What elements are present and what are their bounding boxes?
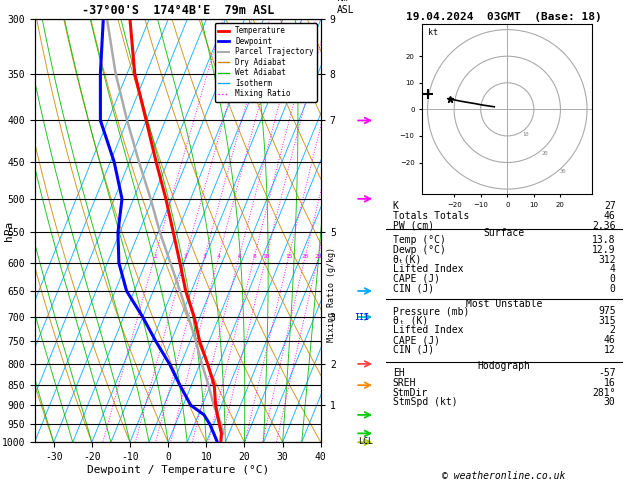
Text: 46: 46 — [604, 211, 616, 221]
Text: Most Unstable: Most Unstable — [466, 299, 542, 309]
Text: Totals Totals: Totals Totals — [392, 211, 469, 221]
Text: 13.8: 13.8 — [592, 235, 616, 245]
Text: 19.04.2024  03GMT  (Base: 18): 19.04.2024 03GMT (Base: 18) — [406, 12, 602, 22]
Text: 315: 315 — [598, 316, 616, 326]
Text: 20: 20 — [541, 151, 548, 156]
Text: 10: 10 — [262, 255, 270, 260]
Text: km
ASL: km ASL — [337, 0, 354, 15]
Text: kt: kt — [428, 28, 438, 37]
Text: 16: 16 — [604, 378, 616, 388]
Text: 1: 1 — [153, 255, 157, 260]
Text: 20: 20 — [301, 255, 309, 260]
Text: 3: 3 — [203, 255, 206, 260]
Text: 4: 4 — [217, 255, 221, 260]
Text: 2: 2 — [610, 326, 616, 335]
X-axis label: Dewpoint / Temperature (°C): Dewpoint / Temperature (°C) — [87, 465, 269, 475]
Text: CIN (J): CIN (J) — [392, 345, 434, 355]
Text: EH: EH — [392, 368, 404, 378]
Text: 0: 0 — [610, 274, 616, 284]
Title: -37°00'S  174°4B'E  79m ASL: -37°00'S 174°4B'E 79m ASL — [82, 4, 274, 17]
Text: 975: 975 — [598, 306, 616, 316]
Text: PW (cm): PW (cm) — [392, 221, 434, 230]
Text: 2: 2 — [184, 255, 187, 260]
Text: θₜ (K): θₜ (K) — [392, 316, 428, 326]
Text: 27: 27 — [604, 201, 616, 211]
Text: III: III — [353, 312, 369, 322]
Text: Surface: Surface — [484, 228, 525, 238]
Text: 30: 30 — [604, 398, 616, 407]
Text: Lifted Index: Lifted Index — [392, 264, 463, 274]
Text: SREH: SREH — [392, 378, 416, 388]
Text: 281°: 281° — [592, 388, 616, 398]
Text: 4: 4 — [610, 264, 616, 274]
Text: Pressure (mb): Pressure (mb) — [392, 306, 469, 316]
Text: StmDir: StmDir — [392, 388, 428, 398]
Text: CAPE (J): CAPE (J) — [392, 335, 440, 345]
Text: Temp (°C): Temp (°C) — [392, 235, 445, 245]
Text: θₜ(K): θₜ(K) — [392, 255, 422, 264]
Text: 12: 12 — [604, 345, 616, 355]
Text: Dewp (°C): Dewp (°C) — [392, 245, 445, 255]
Text: 312: 312 — [598, 255, 616, 264]
Text: hPa: hPa — [4, 221, 14, 241]
Text: © weatheronline.co.uk: © weatheronline.co.uk — [442, 471, 566, 481]
Text: K: K — [392, 201, 399, 211]
Text: 25: 25 — [314, 255, 322, 260]
Text: -57: -57 — [598, 368, 616, 378]
Text: Lifted Index: Lifted Index — [392, 326, 463, 335]
Text: 15: 15 — [285, 255, 292, 260]
Text: CIN (J): CIN (J) — [392, 284, 434, 294]
Text: CAPE (J): CAPE (J) — [392, 274, 440, 284]
Text: LCL: LCL — [358, 437, 372, 446]
Text: 6: 6 — [237, 255, 241, 260]
Text: 0: 0 — [610, 284, 616, 294]
Text: 30: 30 — [560, 169, 566, 174]
Text: 46: 46 — [604, 335, 616, 345]
Text: StmSpd (kt): StmSpd (kt) — [392, 398, 457, 407]
Text: 12.9: 12.9 — [592, 245, 616, 255]
Text: 10: 10 — [523, 132, 529, 137]
Legend: Temperature, Dewpoint, Parcel Trajectory, Dry Adiabat, Wet Adiabat, Isotherm, Mi: Temperature, Dewpoint, Parcel Trajectory… — [214, 23, 317, 102]
Text: 8: 8 — [252, 255, 256, 260]
Text: 2.36: 2.36 — [592, 221, 616, 230]
Text: Hodograph: Hodograph — [477, 362, 531, 371]
Text: Mixing Ratio (g/kg): Mixing Ratio (g/kg) — [327, 247, 336, 342]
